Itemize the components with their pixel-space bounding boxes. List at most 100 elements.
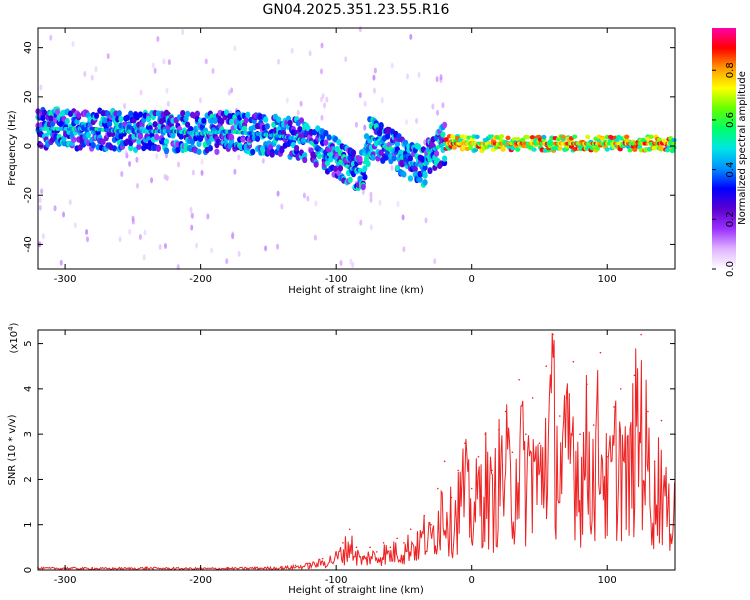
spectrogram-band-point <box>54 108 61 116</box>
spectrogram-band-point <box>529 135 536 140</box>
snr-data-point <box>545 365 548 368</box>
spectrogram-band-point <box>412 165 418 173</box>
spectrogram-band-point <box>378 149 384 156</box>
spectrogram-band-point <box>154 133 160 141</box>
snr-series-line <box>37 332 676 571</box>
snr-x-tick-label: -200 <box>189 575 212 586</box>
snr-data-point <box>633 374 636 377</box>
snr-y-tick-label: 0 <box>23 567 34 573</box>
spectrogram-noise-point <box>441 102 445 109</box>
snr-data-point <box>606 455 609 458</box>
multiplier-base: (x10 <box>9 331 20 354</box>
spectrogram-noise-point <box>380 97 384 104</box>
spectrogram-band-point <box>93 112 100 119</box>
spectrogram-band-point <box>531 147 537 152</box>
spectrogram-band-point <box>323 129 329 137</box>
snr-data-point <box>552 333 554 336</box>
spectrogram-band-point <box>441 155 448 162</box>
spectrogram-noise-point <box>369 191 373 198</box>
spectrogram-band-point <box>515 137 521 142</box>
snr-data-point <box>450 496 453 499</box>
spectrogram-noise-point <box>237 154 241 161</box>
spectrogram-band-point <box>326 134 332 141</box>
snr-data-point <box>369 546 371 549</box>
spectrogram-band-point <box>557 146 563 151</box>
spectrogram-band-point <box>243 117 249 124</box>
spectrogram-x-axis-title: Height of straight line (km) <box>288 285 424 296</box>
spectrogram-band-point <box>185 110 191 118</box>
spectrogram-band-point <box>137 133 144 140</box>
spectrogram-band-point <box>450 134 456 139</box>
spectrogram-band-point <box>180 109 186 117</box>
snr-x-axis-title: Height of straight line (km) <box>288 585 424 596</box>
snr-data-point <box>254 566 256 569</box>
spectrogram-band-point <box>357 155 363 163</box>
spectrogram-y-tick-label: -20 <box>23 187 34 203</box>
spectrogram-band-point <box>347 176 353 184</box>
spectrogram-noise-point <box>372 74 376 81</box>
spectrogram-noise-point <box>38 204 42 211</box>
spectrogram-band-point <box>250 148 256 156</box>
spectrogram-noise-point <box>85 236 89 243</box>
spectrogram-noise-point <box>390 164 394 171</box>
spectrogram-noise-point <box>320 42 324 49</box>
spectrogram-band-point <box>441 121 448 129</box>
spectrogram-band-point <box>664 147 671 153</box>
spectrogram-noise-point <box>325 96 329 103</box>
spectrogram-noise-point <box>423 139 427 146</box>
spectrogram-noise-point <box>190 212 194 219</box>
snr-data-point <box>558 415 561 417</box>
snr-data-point <box>321 557 324 560</box>
spectrogram-noise-point <box>181 29 185 36</box>
spectrogram-band-point <box>617 146 623 152</box>
spectrogram-band-point <box>656 137 662 142</box>
snr-y-tick-label: 4 <box>23 386 34 392</box>
spectrogram-noise-point <box>369 224 373 231</box>
spectrogram-noise-point <box>306 195 310 202</box>
spectrogram-noise-point <box>264 245 268 252</box>
spectrogram-noise-point <box>339 259 343 266</box>
snr-data-point <box>226 566 229 569</box>
spectrogram-noise-point <box>158 243 162 250</box>
spectrogram-band-point <box>302 156 308 164</box>
snr-data-point <box>457 469 459 472</box>
spectrogram-noise-point <box>59 259 63 266</box>
spectrogram-band-point <box>391 154 397 162</box>
spectrogram-noise-point <box>38 197 42 204</box>
spectrogram-noise-point <box>153 67 157 74</box>
spectrogram-band-point <box>279 147 285 154</box>
spectrogram-band-point <box>474 134 480 140</box>
spectrogram-noise-point <box>225 258 229 265</box>
snr-panel: -300 -200 -100 0 100 0 1 2 3 4 5 Height of straigh… <box>7 322 676 596</box>
spectrogram-band-point <box>241 125 248 132</box>
spectrogram-noise-point <box>83 70 87 77</box>
spectrogram-band-point <box>313 161 319 168</box>
spectrogram-band-point <box>224 109 230 116</box>
snr-data-point <box>294 564 297 567</box>
spectrogram-noise-point <box>351 261 355 268</box>
snr-data-point <box>586 383 588 386</box>
spectrogram-band-point <box>194 110 200 118</box>
spectrogram-band-point <box>212 117 218 124</box>
spectrogram-noise-point <box>191 169 195 176</box>
spectrogram-band-point <box>305 124 311 132</box>
spectrogram-noise-point <box>358 92 362 99</box>
spectrogram-noise-point <box>396 200 400 207</box>
spectrogram-noise-point <box>230 87 234 94</box>
spectrogram-band-point <box>599 136 605 141</box>
spectrogram-noise-point <box>277 58 281 65</box>
spectrogram-noise-point <box>431 103 435 110</box>
spectrogram-noise-point <box>372 87 376 94</box>
snr-data-point <box>382 542 385 544</box>
snr-plot-area <box>38 330 675 570</box>
colorbar-gradient <box>712 28 736 269</box>
spectrogram-band-point <box>627 147 633 153</box>
snr-data-point <box>626 442 629 445</box>
spectrogram-noise-point <box>359 219 363 226</box>
spectrogram-band-point <box>427 167 433 175</box>
spectrogram-band-point <box>136 143 142 150</box>
spectrogram-noise-point <box>373 67 377 74</box>
spectrogram-band-point <box>228 118 235 126</box>
spectrogram-noise-point <box>143 229 147 236</box>
